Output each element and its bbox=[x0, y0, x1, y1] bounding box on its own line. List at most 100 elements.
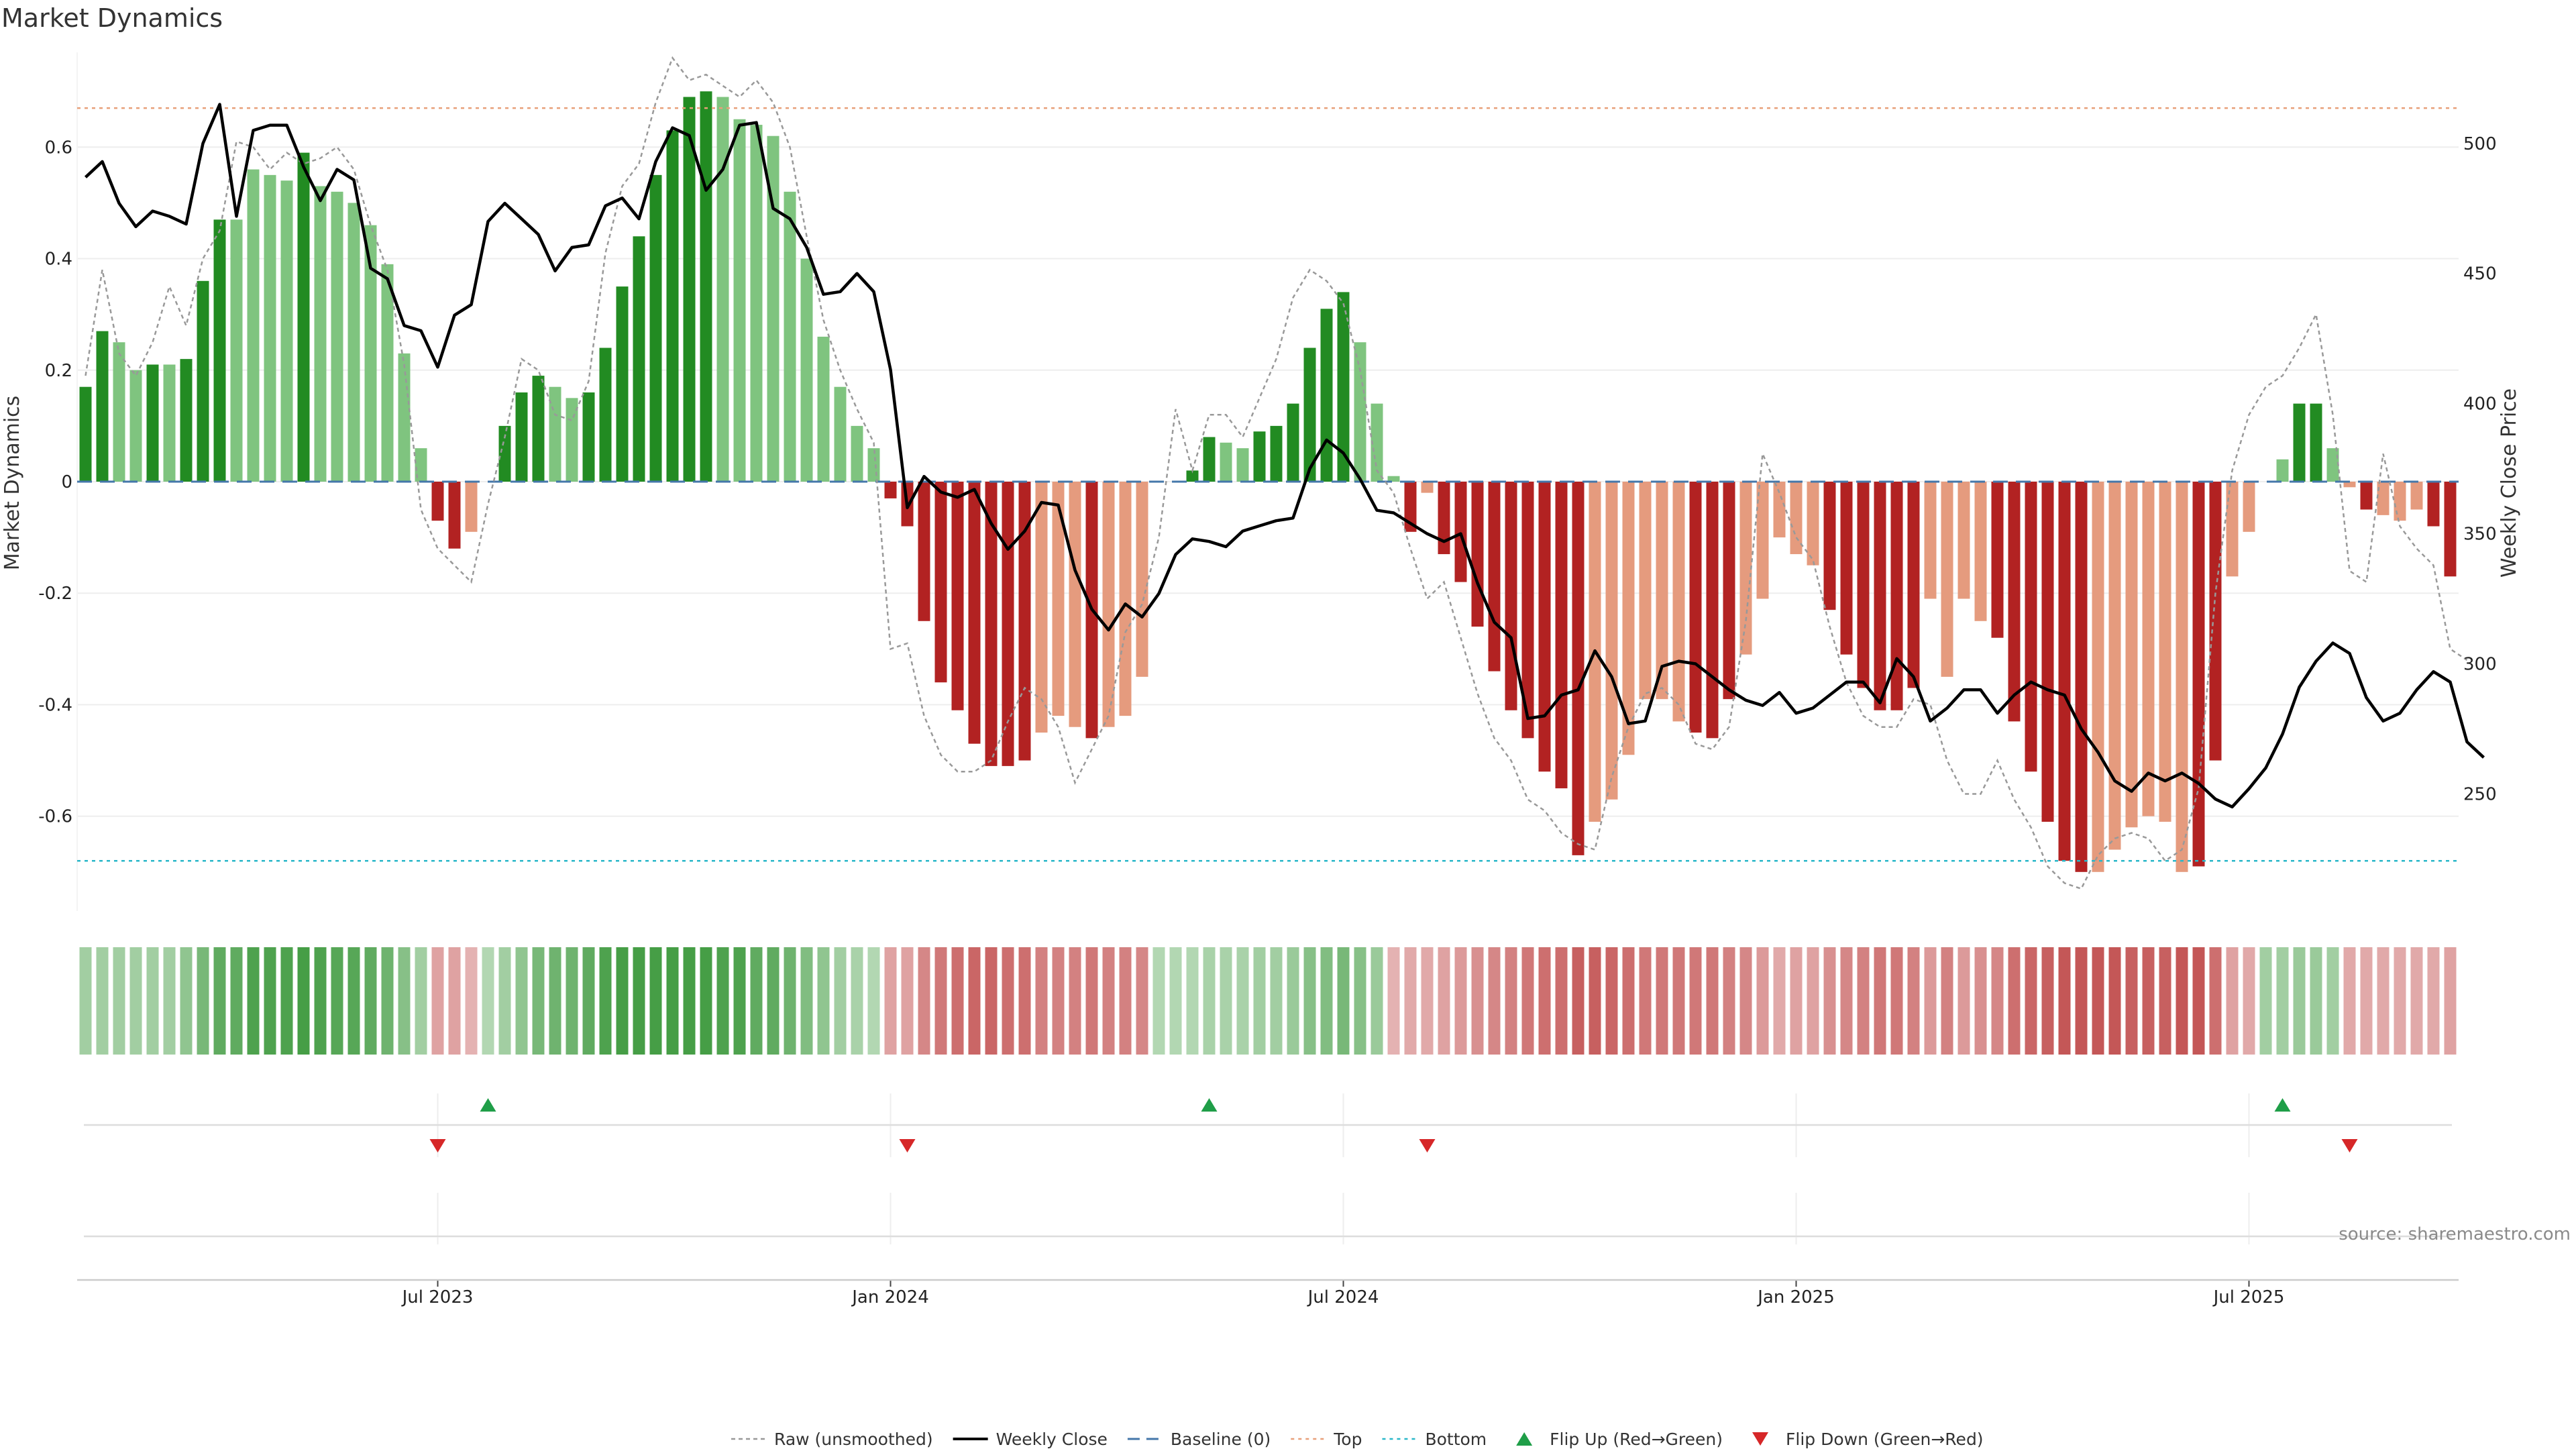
dynamics-bar bbox=[1924, 482, 1937, 599]
dynamics-bar bbox=[1723, 482, 1735, 700]
legend-label: Bottom bbox=[1425, 1430, 1487, 1449]
legend-item-close: Weekly Close bbox=[953, 1430, 1108, 1449]
x-tick-label: Jul 2024 bbox=[1307, 1287, 1379, 1307]
right-tick-label: 300 bbox=[2463, 655, 2497, 675]
dynamics-bar bbox=[415, 448, 427, 482]
dynamics-bar bbox=[180, 359, 193, 482]
heatmap-cell bbox=[2310, 947, 2322, 1055]
flip-up-marker bbox=[1201, 1098, 1218, 1112]
dynamics-bar bbox=[1505, 482, 1517, 710]
dynamics-bar bbox=[934, 482, 947, 683]
dynamics-bar bbox=[498, 425, 511, 482]
heatmap-cell bbox=[1220, 947, 1232, 1055]
legend-label: Raw (unsmoothed) bbox=[774, 1430, 933, 1449]
dynamics-bar bbox=[113, 342, 125, 482]
dynamics-bar bbox=[918, 482, 930, 621]
dynamics-bar bbox=[1454, 482, 1467, 582]
tick-labels: 0.6 0.4 0.2 0 -0.2 -0.4 -0.6 500 450 400 350 300 250 bbox=[38, 134, 2496, 827]
heatmap-cell bbox=[1169, 947, 1182, 1055]
dynamics-bar bbox=[1991, 482, 2004, 638]
heatmap-cell bbox=[1421, 947, 1434, 1055]
left-tick-label: 0.6 bbox=[45, 138, 72, 158]
dynamics-bar bbox=[1907, 482, 1920, 688]
legend-label: Baseline (0) bbox=[1171, 1430, 1271, 1449]
dynamics-bar bbox=[1002, 482, 1014, 766]
dynamics-bar bbox=[1203, 437, 1216, 482]
legend-item-bottom: Bottom bbox=[1382, 1430, 1487, 1449]
heatmap-cell bbox=[1152, 947, 1165, 1055]
dynamics-bar bbox=[599, 347, 612, 482]
heatmap-cell bbox=[700, 947, 712, 1055]
heatmap-cell bbox=[2276, 947, 2289, 1055]
flip-panel bbox=[84, 1093, 2452, 1244]
heatmap-cell bbox=[649, 947, 662, 1055]
dynamics-bar bbox=[1069, 482, 1081, 727]
heatmap-cell bbox=[1773, 947, 1786, 1055]
heatmap-cell bbox=[1270, 947, 1283, 1055]
x-tick-label: Jul 2023 bbox=[401, 1287, 474, 1307]
dynamics-bar bbox=[1488, 482, 1501, 672]
dynamics-bar bbox=[247, 169, 260, 482]
heatmap-cell bbox=[2410, 947, 2423, 1055]
dynamics-bar bbox=[2159, 482, 2171, 822]
heatmap-cell bbox=[1438, 947, 1450, 1055]
dynamics-bar bbox=[1890, 482, 1903, 710]
heatmap-cell bbox=[1991, 947, 2004, 1055]
dynamics-bar bbox=[1639, 482, 1652, 700]
heatmap-cell bbox=[2243, 947, 2255, 1055]
left-tick-label: -0.6 bbox=[38, 807, 72, 827]
legend-item-flip_down: Flip Down (Green→Red) bbox=[1752, 1430, 1984, 1449]
heatmap-cell bbox=[2192, 947, 2205, 1055]
x-axis: Jul 2023 Jan 2024 Jul 2024 Jan 2025 Jul 2025 bbox=[77, 1279, 2459, 1307]
dynamics-bar bbox=[197, 280, 209, 482]
dynamics-bar bbox=[1236, 448, 1249, 482]
dynamics-bar bbox=[1102, 482, 1115, 727]
dynamics-bar bbox=[2243, 482, 2255, 532]
heatmap-cell bbox=[1706, 947, 1719, 1055]
dynamics-bar bbox=[1471, 482, 1484, 627]
dynamics-bar bbox=[985, 482, 998, 766]
dynamics-bar bbox=[347, 203, 360, 482]
dynamics-bar bbox=[2343, 482, 2356, 488]
dynamics-bar bbox=[582, 392, 595, 482]
heatmap-cell bbox=[2293, 947, 2306, 1055]
heatmap-cell bbox=[1672, 947, 1685, 1055]
dynamics-bar bbox=[1521, 482, 1534, 739]
heatmap-cell bbox=[1337, 947, 1350, 1055]
legend-swatch-flip-up bbox=[1516, 1432, 1533, 1446]
heatmap-cell bbox=[683, 947, 696, 1055]
heatmap-cell bbox=[2075, 947, 2088, 1055]
dynamics-bar bbox=[264, 174, 276, 482]
heatmap-cell bbox=[1002, 947, 1014, 1055]
dynamics-bar bbox=[817, 336, 830, 482]
dynamics-bar bbox=[867, 448, 880, 482]
dynamics-bar bbox=[800, 258, 813, 482]
dynamics-bar bbox=[968, 482, 981, 744]
heatmap-cell bbox=[968, 947, 981, 1055]
dynamics-bar bbox=[280, 180, 293, 482]
heatmap-cell bbox=[297, 947, 310, 1055]
heatmap-cell bbox=[2259, 947, 2272, 1055]
heatmap-cell bbox=[1739, 947, 1752, 1055]
dynamics-bar bbox=[2444, 482, 2457, 577]
heatmap-cell bbox=[1354, 947, 1366, 1055]
dynamics-bar bbox=[1052, 482, 1065, 716]
dynamics-bar bbox=[2360, 482, 2373, 510]
heatmap-cell bbox=[1890, 947, 1903, 1055]
dynamics-bar bbox=[2276, 459, 2289, 482]
dynamics-bar bbox=[2176, 482, 2188, 872]
dynamics-bar bbox=[1857, 482, 1870, 688]
right-tick-label: 400 bbox=[2463, 394, 2497, 415]
heatmap-cell bbox=[934, 947, 947, 1055]
dynamics-bar bbox=[431, 482, 444, 521]
legend: Raw (unsmoothed) Weekly Close Baseline (0)… bbox=[731, 1430, 1984, 1449]
dynamics-bar bbox=[884, 482, 897, 498]
flip-down-marker bbox=[899, 1139, 916, 1152]
heatmap-cell bbox=[129, 947, 142, 1055]
heatmap-cell bbox=[2427, 947, 2440, 1055]
heatmap-cell bbox=[1941, 947, 1953, 1055]
heatmap-cell bbox=[331, 947, 343, 1055]
dynamics-bar bbox=[1572, 482, 1585, 855]
heatmap-cell bbox=[1320, 947, 1333, 1055]
dynamics-bar bbox=[733, 119, 746, 482]
